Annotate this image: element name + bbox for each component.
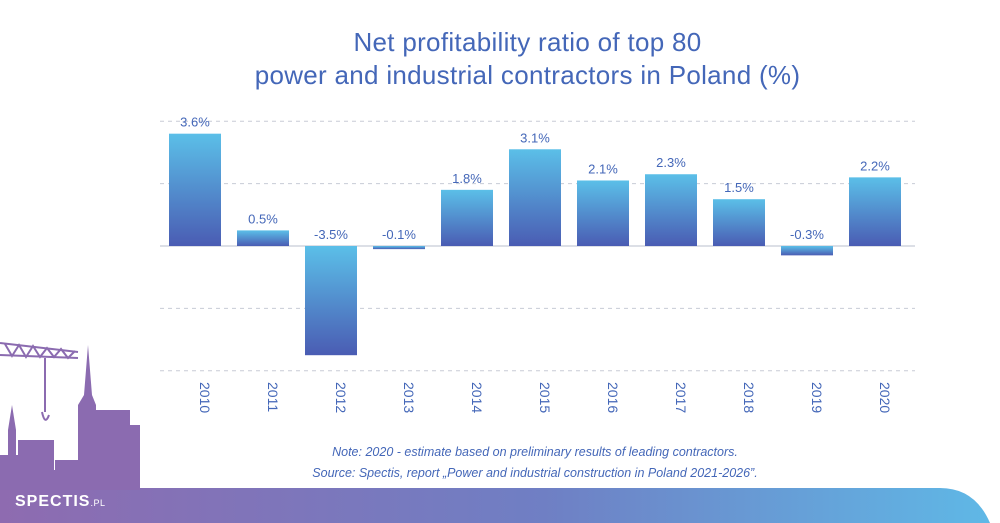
value-label-2015: 3.1%: [520, 130, 550, 145]
bottom-band: [0, 488, 990, 523]
bar-2014: [441, 189, 493, 246]
x-tick-2012: 2012: [333, 382, 349, 413]
value-label-2013: -0.1%: [382, 227, 416, 242]
chart-footnote: Note: 2020 - estimate based on prelimina…: [0, 442, 1000, 484]
x-tick-2018: 2018: [741, 382, 757, 413]
chart-title-line-2: power and industrial contractors in Pola…: [254, 60, 801, 90]
x-tick-2016: 2016: [605, 382, 621, 413]
x-tick-2017: 2017: [673, 382, 689, 413]
x-tick-labels: 2010 2011 2012 2013 2014 2015 2016 2017 2018 2019…: [197, 382, 893, 413]
bar-2020: [849, 177, 901, 246]
brand-suffix: .PL: [90, 498, 106, 508]
bars: [169, 133, 901, 356]
bar-2017: [645, 174, 697, 246]
bar-2013: [373, 246, 425, 250]
bar-2019: [781, 246, 833, 256]
x-tick-2011: 2011: [265, 382, 281, 412]
x-tick-2020: 2020: [877, 382, 893, 413]
value-label-2017: 2.3%: [656, 155, 686, 170]
x-tick-2019: 2019: [809, 382, 825, 413]
buildings-silhouette: [0, 345, 140, 490]
bar-2010: [169, 133, 221, 246]
crane-icon: [0, 342, 79, 421]
value-label-2014: 1.8%: [452, 171, 482, 186]
value-label-2018: 1.5%: [724, 180, 754, 195]
x-tick-2014: 2014: [469, 382, 485, 413]
brand-logo: SPECTIS.PL: [15, 493, 105, 511]
source-text: Source: Spectis, report „Power and indus…: [312, 466, 758, 480]
value-labels: 3.6% 0.5% -3.5% -0.1% 1.8% 3.1% 2.1% 2.3% 1.5% -0…: [180, 115, 890, 242]
value-label-2019: -0.3%: [790, 227, 824, 242]
value-label-2016: 2.1%: [588, 161, 618, 176]
chart-title-line-1: Net profitability ratio of top 80: [353, 27, 702, 57]
x-tick-2013: 2013: [401, 382, 417, 413]
bar-2018: [713, 199, 765, 246]
value-label-2011: 0.5%: [248, 211, 278, 226]
value-label-2010: 3.6%: [180, 115, 210, 130]
bar-2016: [577, 180, 629, 246]
x-tick-2010: 2010: [197, 382, 213, 413]
value-label-2020: 2.2%: [860, 158, 890, 173]
bar-2011: [237, 230, 289, 246]
brand-name: SPECTIS: [15, 493, 91, 510]
bar-2012: [305, 246, 357, 356]
value-label-2012: -3.5%: [314, 227, 348, 242]
note-text: Note: 2020 - estimate based on prelimina…: [332, 445, 738, 459]
chart-title: Net profitability ratio of top 80 power …: [0, 26, 1000, 92]
x-tick-2015: 2015: [537, 382, 553, 413]
bar-2015: [509, 149, 561, 246]
